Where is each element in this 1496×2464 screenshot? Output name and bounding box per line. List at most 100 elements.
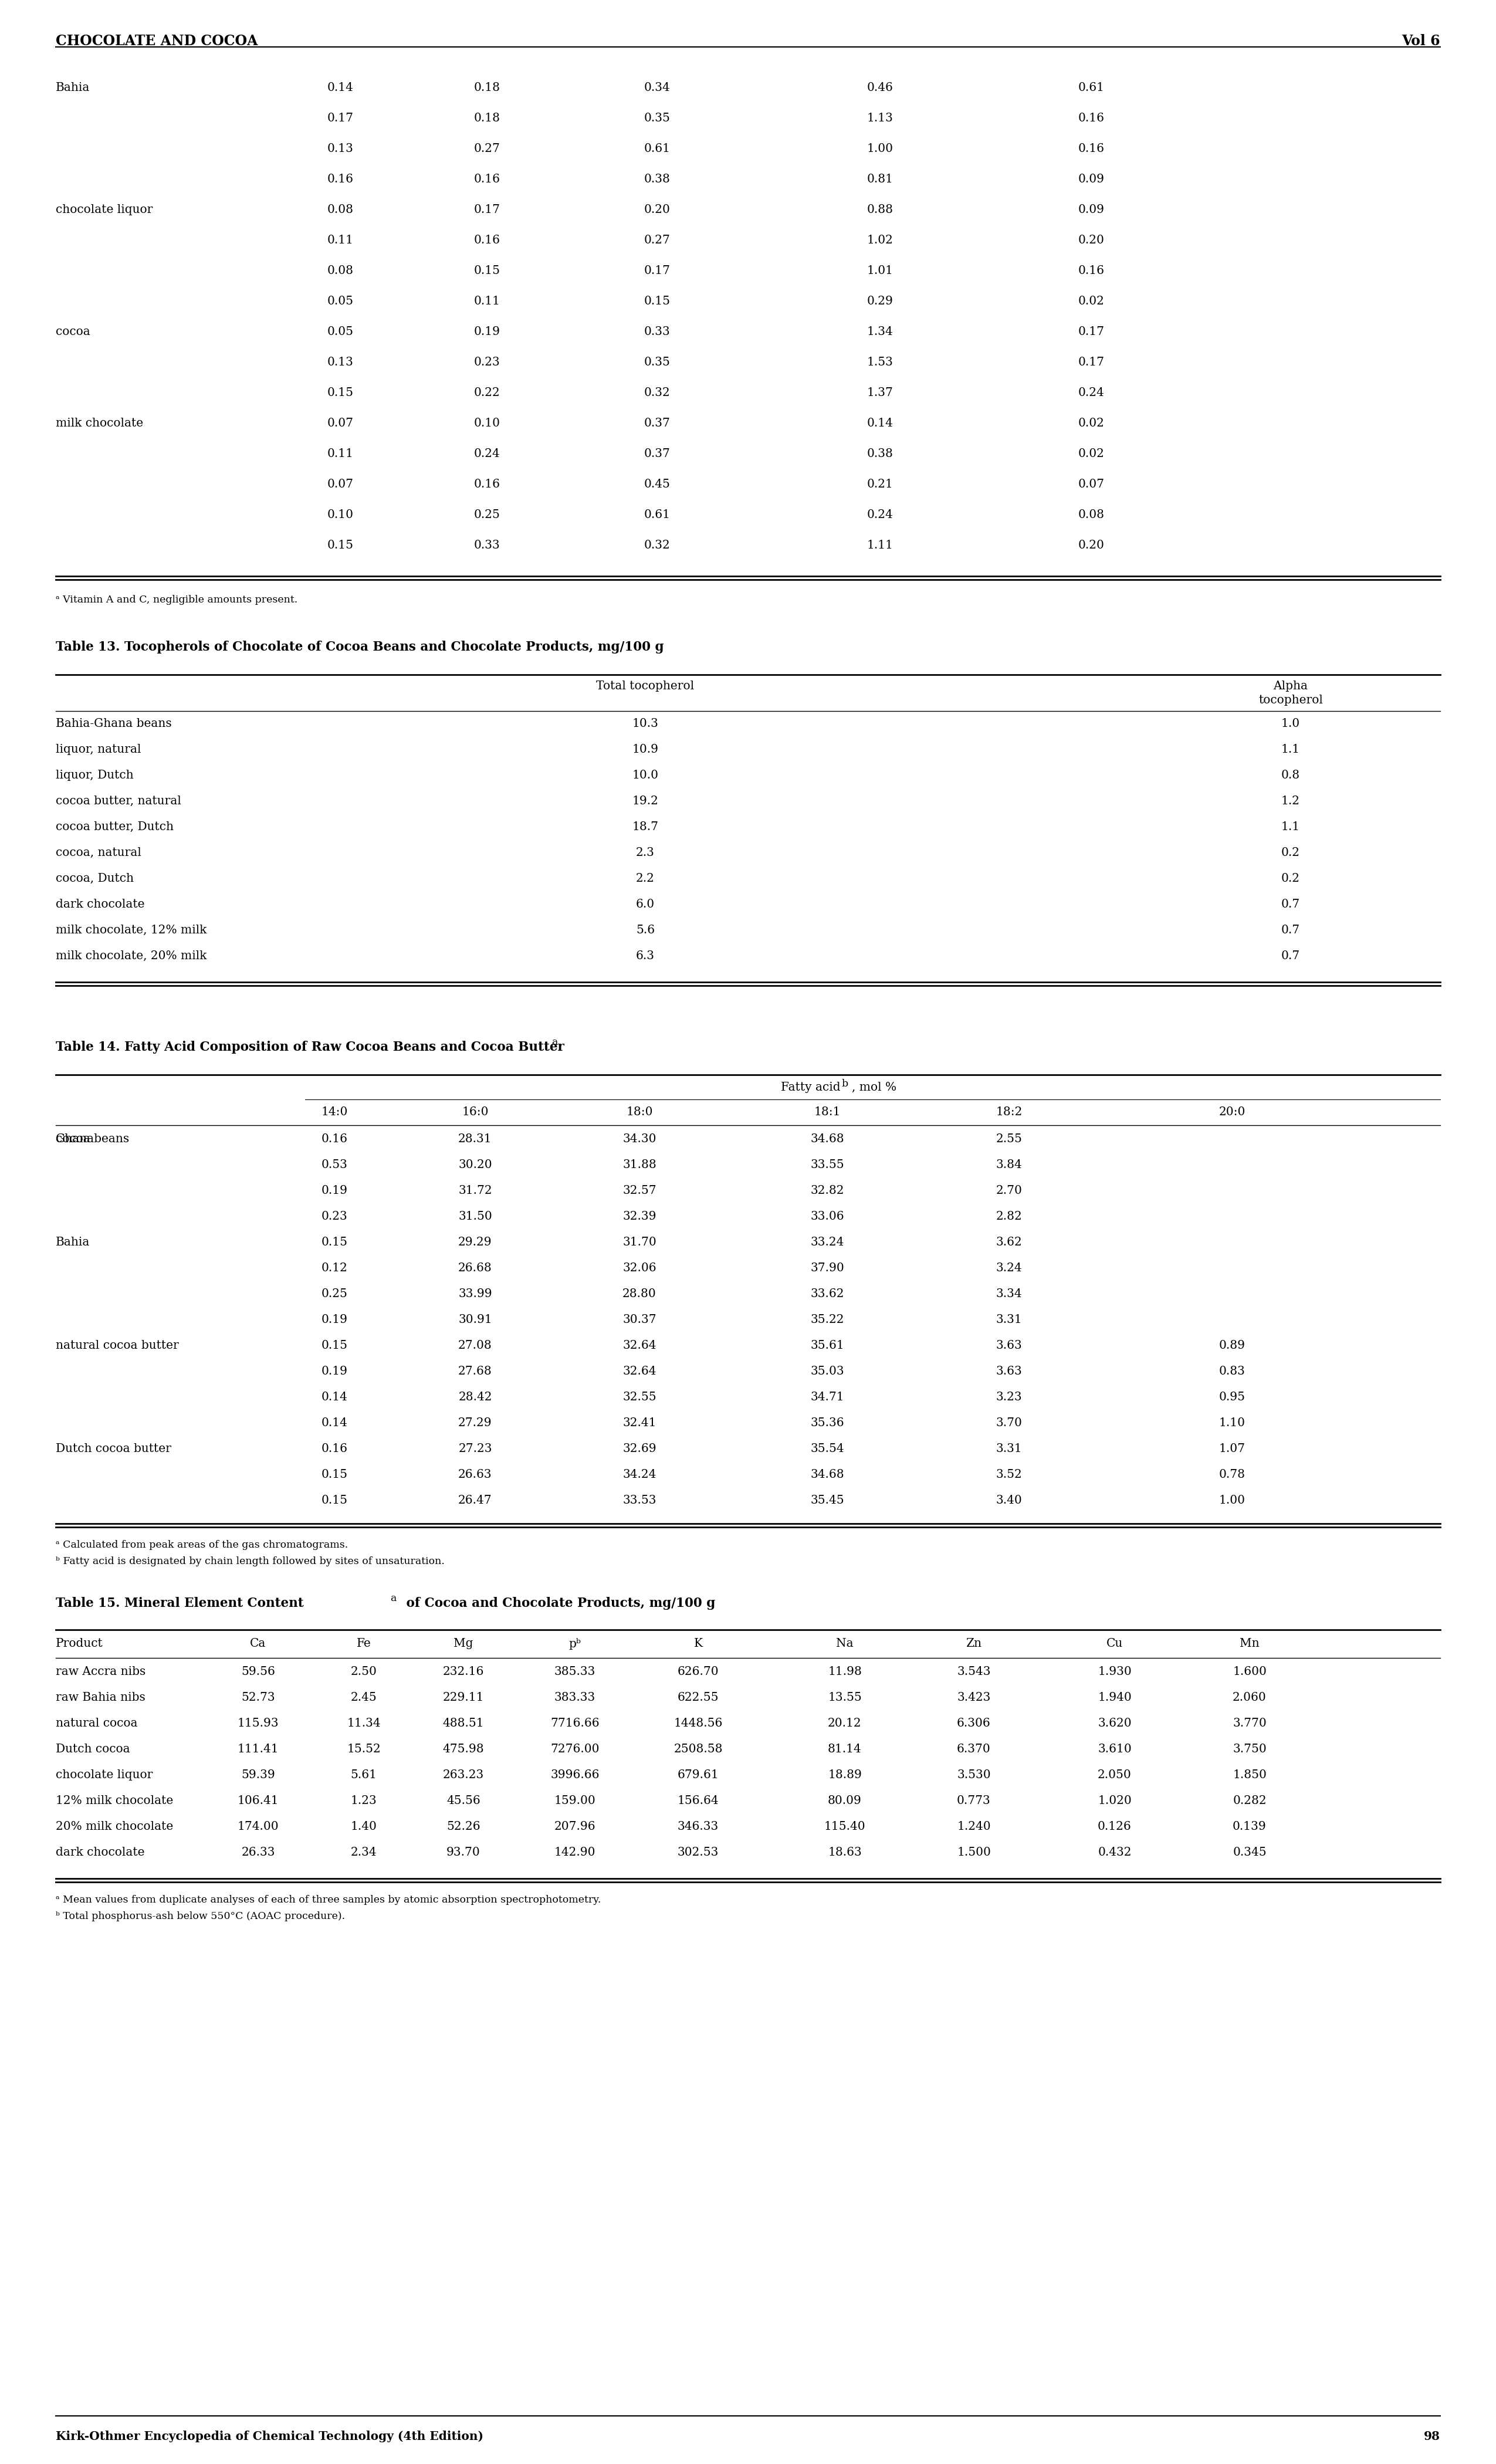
Text: 1.850: 1.850: [1233, 1769, 1267, 1781]
Text: dark chocolate: dark chocolate: [55, 1848, 145, 1858]
Text: 0.88: 0.88: [866, 205, 893, 214]
Text: 0.09: 0.09: [1079, 172, 1104, 185]
Text: 0.21: 0.21: [866, 478, 893, 490]
Text: 0.19: 0.19: [322, 1365, 347, 1377]
Text: 26.63: 26.63: [458, 1469, 492, 1481]
Text: 3996.66: 3996.66: [551, 1769, 600, 1781]
Text: 0.432: 0.432: [1098, 1848, 1131, 1858]
Text: 11.34: 11.34: [347, 1717, 380, 1730]
Text: a: a: [552, 1037, 558, 1047]
Text: 10.3: 10.3: [633, 717, 658, 729]
Text: 2.55: 2.55: [996, 1133, 1022, 1146]
Text: 3.620: 3.620: [1098, 1717, 1131, 1730]
Text: 0.17: 0.17: [643, 266, 670, 276]
Text: 0.02: 0.02: [1079, 448, 1104, 458]
Text: 0.08: 0.08: [328, 266, 353, 276]
Text: 0.35: 0.35: [643, 357, 670, 367]
Text: 0.14: 0.14: [866, 419, 893, 429]
Text: 32.64: 32.64: [622, 1340, 657, 1350]
Text: 0.07: 0.07: [328, 419, 353, 429]
Text: 1.0: 1.0: [1281, 717, 1300, 729]
Text: 488.51: 488.51: [443, 1717, 485, 1730]
Text: 34.71: 34.71: [811, 1392, 844, 1402]
Text: 31.88: 31.88: [622, 1158, 657, 1170]
Text: 0.15: 0.15: [474, 266, 500, 276]
Text: 3.70: 3.70: [996, 1417, 1022, 1429]
Text: Total tocopherol: Total tocopherol: [597, 680, 694, 692]
Text: 0.35: 0.35: [643, 113, 670, 123]
Text: 0.25: 0.25: [322, 1289, 347, 1299]
Text: 2508.58: 2508.58: [673, 1745, 723, 1754]
Text: 1.53: 1.53: [866, 357, 893, 367]
Text: Table 15. Mineral Element Content: Table 15. Mineral Element Content: [55, 1597, 304, 1609]
Text: 3.610: 3.610: [1098, 1745, 1131, 1754]
Text: 0.08: 0.08: [1079, 510, 1104, 520]
Text: 11.98: 11.98: [827, 1666, 862, 1678]
Text: 35.61: 35.61: [811, 1340, 844, 1350]
Text: 1.1: 1.1: [1281, 821, 1300, 833]
Text: 1.1: 1.1: [1281, 744, 1300, 754]
Text: 0.16: 0.16: [328, 172, 353, 185]
Text: 1.240: 1.240: [957, 1821, 990, 1833]
Text: 0.37: 0.37: [643, 448, 670, 458]
Text: 0.24: 0.24: [1079, 387, 1104, 399]
Text: 0.8: 0.8: [1281, 769, 1300, 781]
Text: 111.41: 111.41: [238, 1745, 278, 1754]
Text: 12% milk chocolate: 12% milk chocolate: [55, 1796, 174, 1806]
Text: 0.2: 0.2: [1281, 872, 1300, 885]
Text: 3.84: 3.84: [996, 1158, 1022, 1170]
Text: 27.08: 27.08: [458, 1340, 492, 1350]
Text: cocoa, natural: cocoa, natural: [55, 848, 141, 857]
Text: Mn: Mn: [1240, 1639, 1260, 1648]
Text: 0.33: 0.33: [643, 325, 670, 338]
Text: 0.15: 0.15: [328, 387, 353, 399]
Text: 0.27: 0.27: [643, 234, 670, 246]
Text: 0.282: 0.282: [1233, 1796, 1267, 1806]
Text: 34.24: 34.24: [622, 1469, 657, 1481]
Text: ᵇ Total phosphorus-ash below 550°C (AOAC procedure).: ᵇ Total phosphorus-ash below 550°C (AOAC…: [55, 1912, 346, 1922]
Text: cocoa: cocoa: [55, 325, 90, 338]
Text: 3.63: 3.63: [996, 1365, 1022, 1377]
Text: 31.70: 31.70: [622, 1237, 657, 1247]
Text: 1448.56: 1448.56: [673, 1717, 723, 1730]
Text: 93.70: 93.70: [446, 1848, 480, 1858]
Text: 59.39: 59.39: [241, 1769, 275, 1781]
Text: 0.14: 0.14: [322, 1417, 347, 1429]
Text: 33.62: 33.62: [811, 1289, 844, 1299]
Text: 0.16: 0.16: [322, 1444, 347, 1454]
Text: 0.2: 0.2: [1281, 848, 1300, 857]
Text: 0.18: 0.18: [474, 81, 500, 94]
Text: 18:2: 18:2: [996, 1106, 1022, 1119]
Text: Alpha: Alpha: [1273, 680, 1308, 692]
Text: 0.19: 0.19: [322, 1185, 347, 1195]
Text: 0.126: 0.126: [1098, 1821, 1131, 1833]
Text: cocoa butter, Dutch: cocoa butter, Dutch: [55, 821, 174, 833]
Text: 18.7: 18.7: [633, 821, 658, 833]
Text: 0.13: 0.13: [328, 357, 353, 367]
Text: 302.53: 302.53: [678, 1848, 718, 1858]
Text: 0.16: 0.16: [474, 478, 500, 490]
Text: 3.62: 3.62: [996, 1237, 1022, 1247]
Text: 81.14: 81.14: [827, 1745, 862, 1754]
Text: 32.41: 32.41: [622, 1417, 657, 1429]
Text: 32.82: 32.82: [811, 1185, 844, 1195]
Text: 2.34: 2.34: [350, 1848, 377, 1858]
Text: Dutch cocoa: Dutch cocoa: [55, 1745, 130, 1754]
Text: 1.600: 1.600: [1233, 1666, 1267, 1678]
Text: 2.50: 2.50: [350, 1666, 377, 1678]
Text: 1.13: 1.13: [866, 113, 893, 123]
Text: 0.15: 0.15: [322, 1496, 347, 1506]
Text: 0.38: 0.38: [866, 448, 893, 458]
Text: 0.20: 0.20: [1079, 540, 1104, 552]
Text: 18:1: 18:1: [814, 1106, 841, 1119]
Text: Na: Na: [836, 1639, 854, 1648]
Text: 142.90: 142.90: [554, 1848, 595, 1858]
Text: 31.72: 31.72: [458, 1185, 492, 1195]
Text: 263.23: 263.23: [443, 1769, 485, 1781]
Text: 0.46: 0.46: [866, 81, 893, 94]
Text: 2.050: 2.050: [1098, 1769, 1131, 1781]
Text: 0.345: 0.345: [1233, 1848, 1267, 1858]
Text: liquor, natural: liquor, natural: [55, 744, 141, 754]
Text: ᵇ Fatty acid is designated by chain length followed by sites of unsaturation.: ᵇ Fatty acid is designated by chain leng…: [55, 1557, 444, 1567]
Text: 0.32: 0.32: [643, 387, 670, 399]
